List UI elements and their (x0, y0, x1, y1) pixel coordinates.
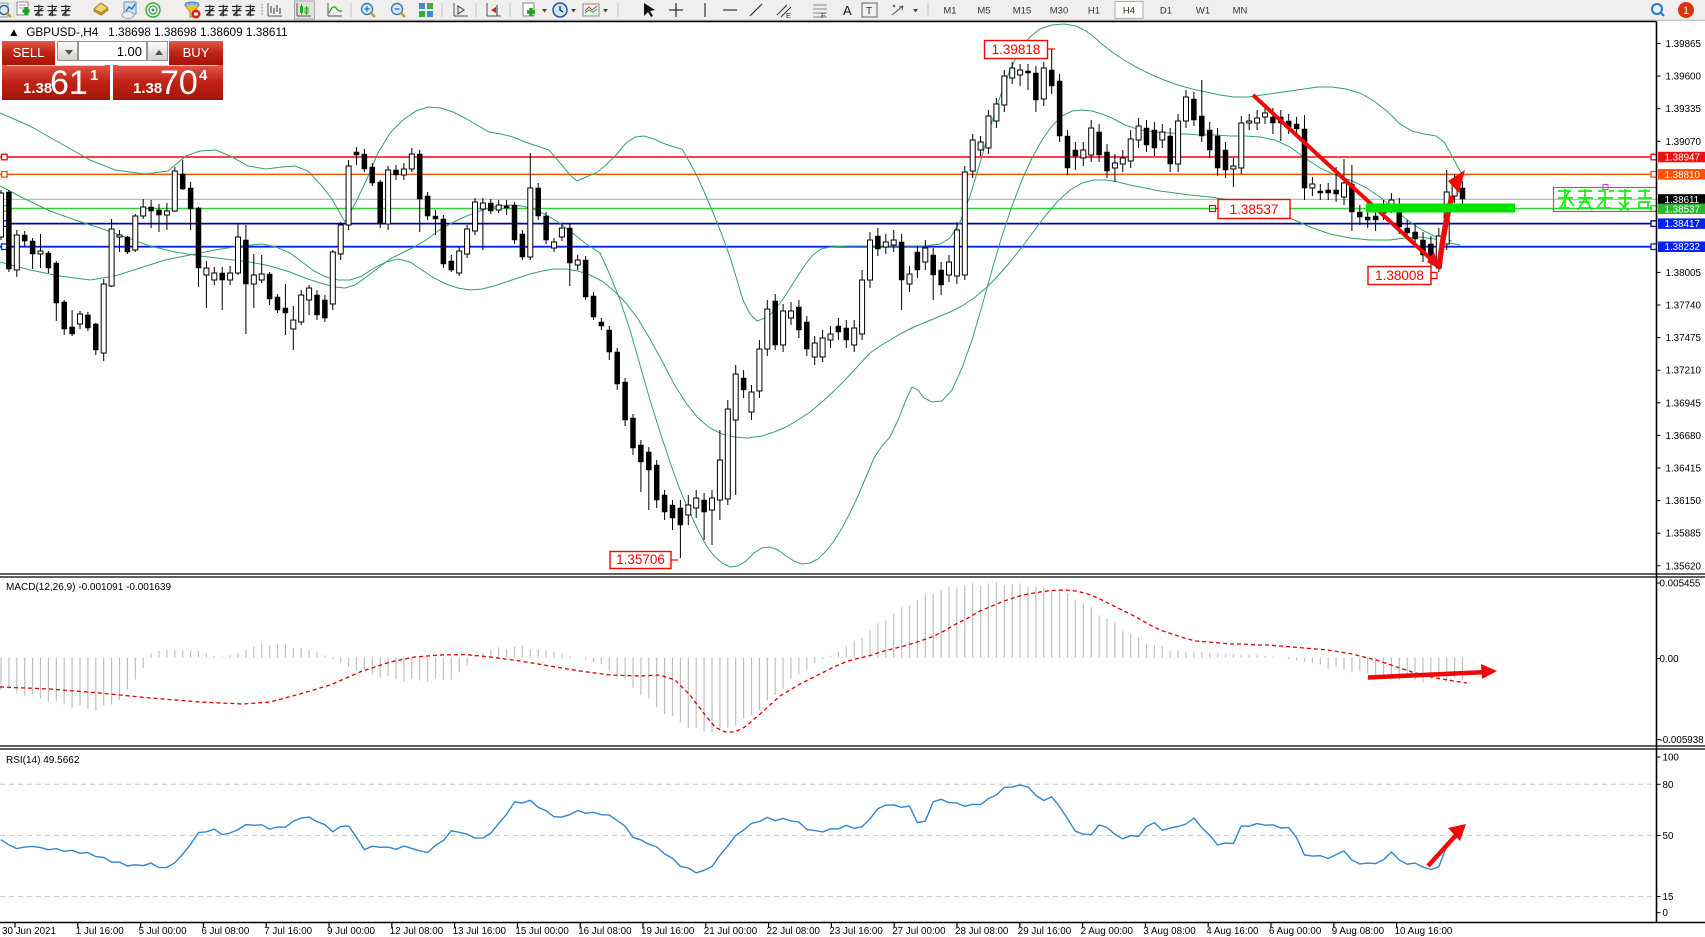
svg-text:29 Jul 16:00: 29 Jul 16:00 (1018, 926, 1072, 937)
svg-text:1.39335: 1.39335 (1666, 104, 1702, 115)
svg-text:6 Aug 00:00: 6 Aug 00:00 (1269, 926, 1322, 937)
svg-text:T: T (866, 6, 872, 17)
svg-text:1.39865: 1.39865 (1666, 39, 1702, 50)
svg-text:12 Jul 08:00: 12 Jul 08:00 (390, 926, 444, 937)
svg-text:1.35706: 1.35706 (616, 552, 665, 567)
svg-text:1.38005: 1.38005 (1666, 268, 1702, 279)
svg-text:1.36150: 1.36150 (1666, 496, 1702, 507)
svg-text:H1: H1 (1088, 6, 1100, 17)
svg-text:1.36945: 1.36945 (1666, 398, 1702, 409)
svg-text:2 Aug 00:00: 2 Aug 00:00 (1081, 926, 1134, 937)
svg-text:50: 50 (1663, 831, 1674, 842)
svg-text:1.38947: 1.38947 (1665, 153, 1700, 164)
svg-text:W1: W1 (1196, 6, 1210, 17)
svg-text:1.38537: 1.38537 (1665, 204, 1700, 215)
svg-text:27 Jul 00:00: 27 Jul 00:00 (892, 926, 946, 937)
svg-text:1.38810: 1.38810 (1665, 170, 1701, 181)
svg-text:RSI(14) 49.5662: RSI(14) 49.5662 (6, 755, 80, 766)
svg-text:-0.005938: -0.005938 (1660, 735, 1705, 746)
svg-text:80: 80 (1663, 780, 1674, 791)
svg-text:1.38537: 1.38537 (1230, 202, 1279, 217)
svg-text:D1: D1 (1160, 6, 1172, 17)
svg-text:M5: M5 (977, 6, 990, 17)
svg-text:1.37475: 1.37475 (1666, 333, 1702, 344)
svg-text:1.35885: 1.35885 (1666, 529, 1702, 540)
svg-text:0.00: 0.00 (1660, 654, 1680, 665)
svg-text:A: A (843, 3, 852, 18)
svg-text:1.37740: 1.37740 (1666, 301, 1702, 312)
svg-text:1.39070: 1.39070 (1666, 137, 1702, 148)
svg-text:15 Jul 00:00: 15 Jul 00:00 (515, 926, 569, 937)
svg-text:1.38611: 1.38611 (1665, 195, 1700, 206)
svg-text:9 Jul 00:00: 9 Jul 00:00 (327, 926, 375, 937)
svg-text:19 Jul 16:00: 19 Jul 16:00 (641, 926, 695, 937)
svg-text:4 Aug 16:00: 4 Aug 16:00 (1206, 926, 1259, 937)
svg-text:1.38232: 1.38232 (1665, 242, 1700, 253)
svg-text:1.39600: 1.39600 (1666, 72, 1702, 83)
svg-text:9 Aug 08:00: 9 Aug 08:00 (1332, 926, 1385, 937)
svg-text:M15: M15 (1013, 6, 1031, 17)
svg-text:0.005455: 0.005455 (1660, 579, 1701, 590)
svg-text:1: 1 (1683, 5, 1689, 17)
svg-text:21 Jul 00:00: 21 Jul 00:00 (704, 926, 758, 937)
svg-text:15: 15 (1663, 892, 1674, 903)
svg-text:3 Aug 08:00: 3 Aug 08:00 (1143, 926, 1196, 937)
svg-text:1.37210: 1.37210 (1666, 366, 1702, 377)
svg-text:M30: M30 (1050, 6, 1068, 17)
svg-text:23 Jul 16:00: 23 Jul 16:00 (829, 926, 883, 937)
svg-text:MACD(12,26,9) -0.001091 -0.001: MACD(12,26,9) -0.001091 -0.001639 (6, 582, 172, 593)
svg-text:16 Jul 08:00: 16 Jul 08:00 (578, 926, 632, 937)
svg-text:1.39818: 1.39818 (992, 42, 1041, 57)
svg-text:6 Jul 08:00: 6 Jul 08:00 (201, 926, 249, 937)
svg-text:E: E (786, 11, 791, 20)
svg-text:F: F (821, 11, 826, 20)
svg-text:1.35620: 1.35620 (1666, 561, 1702, 572)
svg-text:1.38417: 1.38417 (1665, 219, 1700, 230)
svg-text:5 Jul 00:00: 5 Jul 00:00 (139, 926, 187, 937)
svg-text:1.36415: 1.36415 (1666, 464, 1702, 475)
svg-text:1.38008: 1.38008 (1375, 268, 1424, 283)
svg-text:28 Jul 08:00: 28 Jul 08:00 (955, 926, 1009, 937)
svg-text:1 Jul 16:00: 1 Jul 16:00 (76, 926, 124, 937)
svg-text:MN: MN (1233, 6, 1248, 17)
svg-text:M1: M1 (943, 6, 956, 17)
svg-text:22 Jul 08:00: 22 Jul 08:00 (767, 926, 821, 937)
svg-text:13 Jul 16:00: 13 Jul 16:00 (453, 926, 507, 937)
svg-text:100: 100 (1663, 753, 1680, 764)
svg-text:30 Jun 2021: 30 Jun 2021 (2, 926, 56, 937)
svg-text:10 Aug 16:00: 10 Aug 16:00 (1395, 926, 1453, 937)
svg-text:1.36680: 1.36680 (1666, 431, 1702, 442)
svg-text:0: 0 (1663, 908, 1669, 919)
svg-text:H4: H4 (1123, 6, 1135, 17)
svg-text:7 Jul 16:00: 7 Jul 16:00 (264, 926, 312, 937)
